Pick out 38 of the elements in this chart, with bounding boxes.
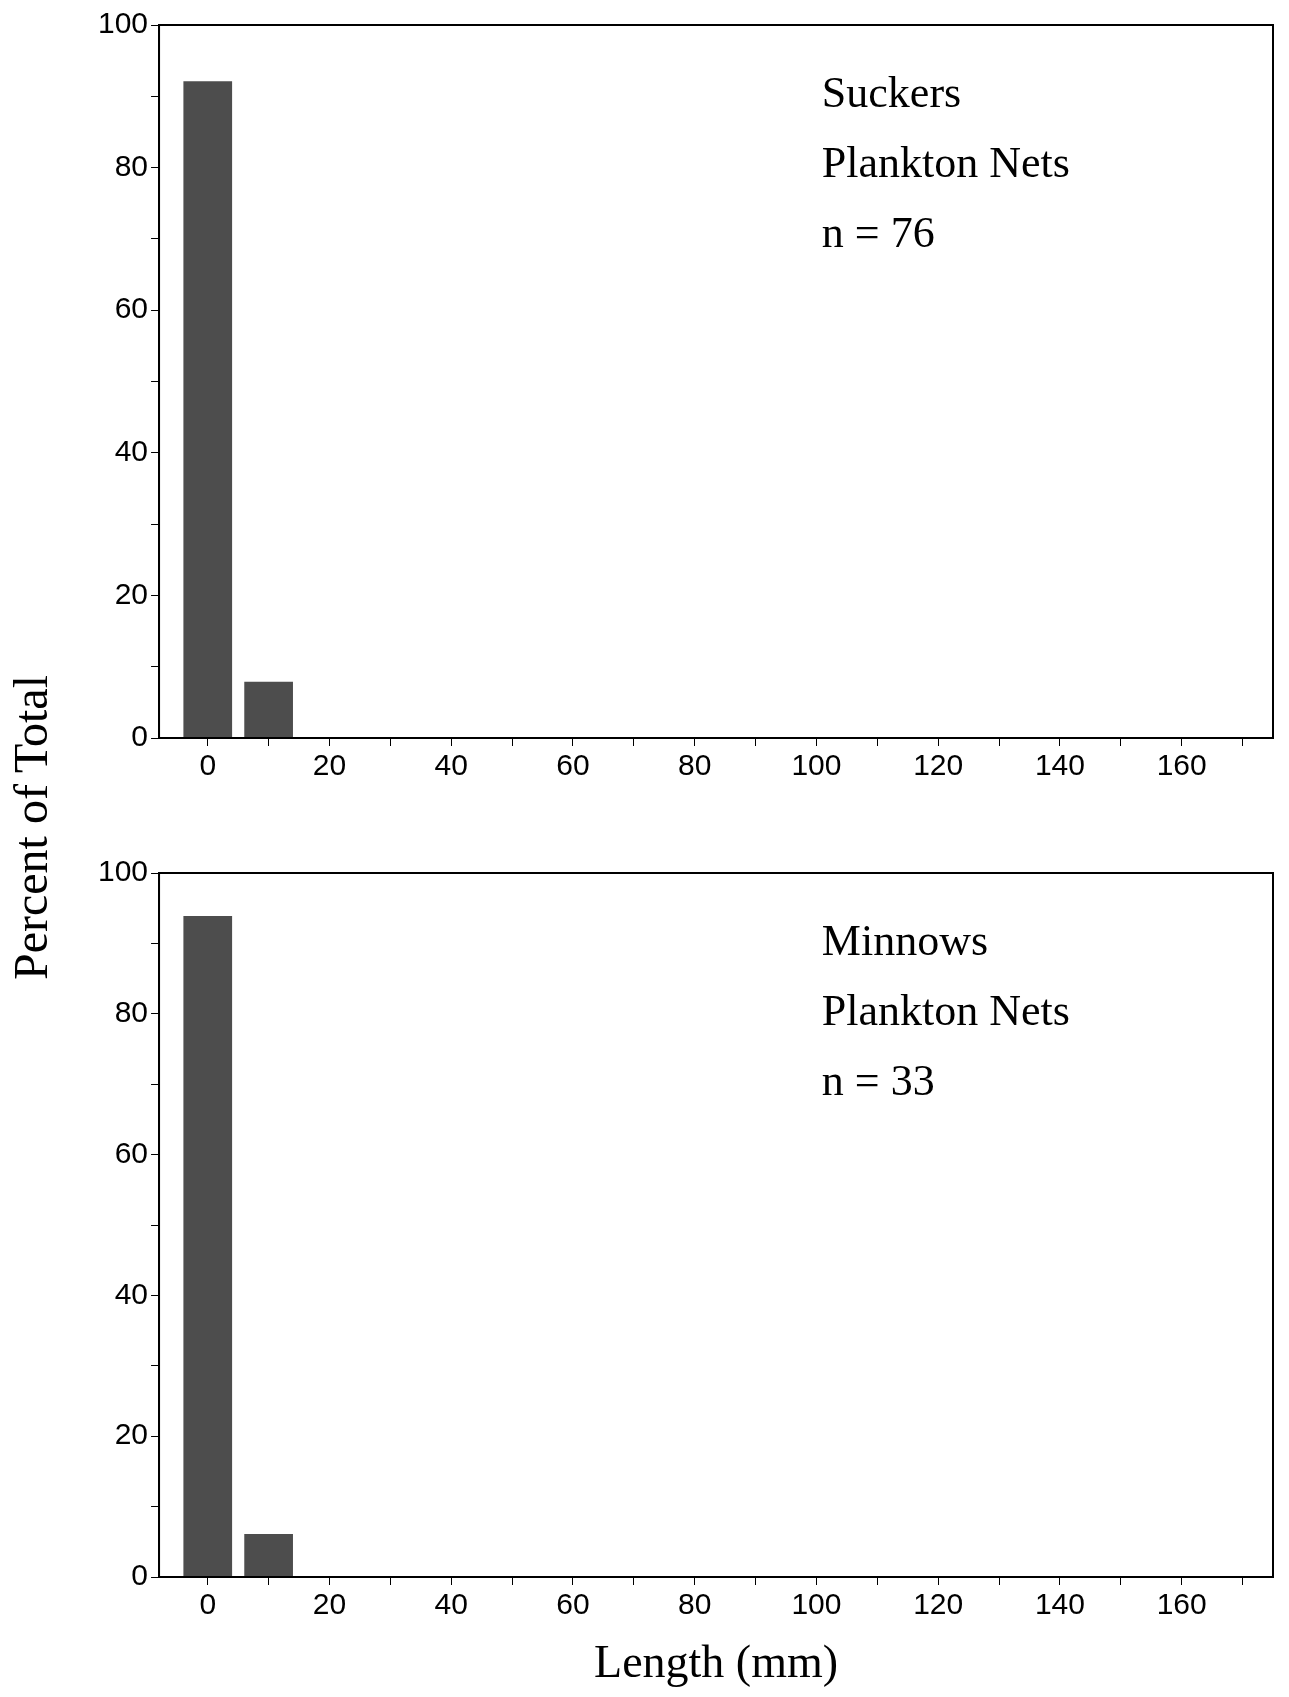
y-tick-label: 60 — [114, 1135, 149, 1169]
y-tick-label: 80 — [114, 995, 149, 1029]
x-tick-label: 80 — [678, 1587, 712, 1621]
x-tick-label: 20 — [312, 748, 347, 782]
x-tick-label: 100 — [791, 1587, 842, 1621]
x-tick-label: 140 — [1034, 748, 1085, 782]
x-tick-label: 120 — [913, 748, 964, 782]
y-tick-label: 0 — [131, 719, 149, 753]
y-tick-label: 40 — [114, 434, 149, 468]
annotation: n = 33 — [821, 1055, 935, 1105]
y-tick-label: 80 — [114, 148, 149, 182]
x-tick-label: 80 — [678, 748, 712, 782]
y-tick-label: 40 — [114, 1276, 149, 1310]
x-tick-label: 40 — [434, 1587, 468, 1621]
annotation: n = 76 — [821, 207, 935, 257]
x-tick-label: 160 — [1156, 748, 1207, 782]
x-tick-label: 0 — [199, 1587, 217, 1621]
y-axis-title: Percent of Total — [2, 674, 58, 982]
x-tick-label: 0 — [199, 748, 217, 782]
annotation: Suckers — [821, 67, 962, 117]
x-tick-label: 160 — [1156, 1587, 1207, 1621]
annotation: Plankton Nets — [821, 137, 1070, 187]
annotation: Plankton Nets — [821, 985, 1070, 1035]
x-tick-label: 20 — [312, 1587, 347, 1621]
y-tick-label: 0 — [131, 1558, 149, 1592]
y-tick-label: 60 — [114, 291, 149, 325]
annotation: Minnows — [821, 915, 989, 965]
x-tick-label: 140 — [1034, 1587, 1085, 1621]
y-tick-label: 100 — [97, 6, 149, 40]
y-tick-label: 20 — [114, 1417, 149, 1451]
x-axis-title: Length (mm) — [594, 1636, 839, 1688]
x-tick-label: 60 — [556, 748, 590, 782]
x-tick-label: 60 — [556, 1587, 590, 1621]
x-tick-label: 40 — [434, 748, 468, 782]
x-tick-label: 120 — [913, 1587, 964, 1621]
y-tick-label: 20 — [114, 576, 149, 610]
y-tick-label: 100 — [97, 854, 149, 888]
x-tick-label: 100 — [791, 748, 842, 782]
